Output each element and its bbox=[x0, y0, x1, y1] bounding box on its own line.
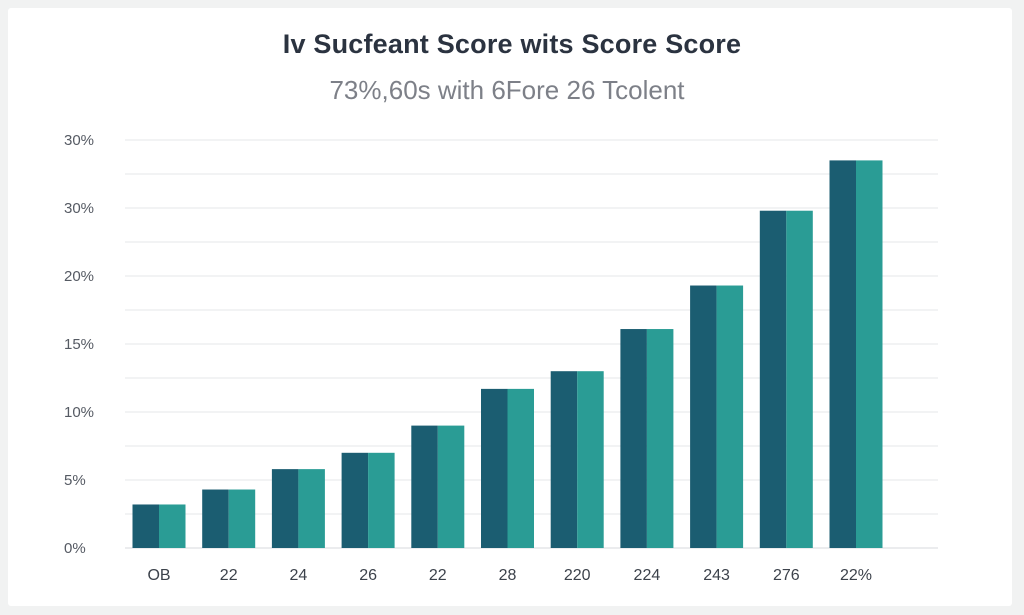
y-tick-label: 15% bbox=[64, 336, 94, 353]
bar bbox=[620, 329, 674, 548]
x-tick-label: 26 bbox=[359, 567, 377, 584]
y-axis-ticks: 0% 5% 10% 15% 20% 30% 30% bbox=[64, 132, 94, 557]
bar-right-half bbox=[437, 425, 465, 548]
y-tick-label: 30% bbox=[64, 132, 94, 149]
bar-right-half bbox=[298, 469, 325, 548]
bar-left-half bbox=[481, 388, 508, 548]
y-tick-label: 10% bbox=[64, 404, 94, 421]
chart-subtitle: 73%,60s with 6Fore 26 Tcolent bbox=[329, 75, 685, 105]
y-tick-label: 30% bbox=[64, 200, 94, 217]
bar bbox=[271, 469, 325, 548]
x-tick-label: 28 bbox=[499, 567, 517, 584]
bar-right-half bbox=[228, 489, 256, 548]
bar bbox=[829, 160, 883, 548]
y-tick-label: 0% bbox=[64, 540, 86, 557]
bar bbox=[759, 210, 813, 548]
bar bbox=[550, 371, 604, 548]
x-tick-label: 22 bbox=[220, 567, 238, 584]
bar-left-half bbox=[550, 371, 578, 548]
y-tick-label: 5% bbox=[64, 472, 86, 489]
bar bbox=[411, 425, 465, 548]
bar-left-half bbox=[271, 469, 299, 548]
bar-left-half bbox=[202, 489, 229, 548]
bars bbox=[132, 160, 883, 548]
bar-right-half bbox=[856, 160, 883, 548]
bar bbox=[132, 504, 186, 548]
bar-left-half bbox=[690, 285, 717, 548]
bar-right-half bbox=[646, 329, 674, 548]
bar-right-half bbox=[159, 504, 186, 548]
x-tick-label: 22 bbox=[429, 567, 447, 584]
bar-left-half bbox=[620, 329, 647, 548]
x-tick-label: 24 bbox=[290, 567, 308, 584]
x-tick-label: OB bbox=[147, 567, 170, 584]
bar-right-half bbox=[716, 285, 744, 548]
x-tick-label: 243 bbox=[703, 567, 730, 584]
chart-title: Iv Sucfeant Score wits Score Score bbox=[282, 29, 742, 59]
bar-right-half bbox=[577, 371, 604, 548]
x-tick-label: 276 bbox=[773, 567, 800, 584]
bar-left-half bbox=[341, 452, 369, 548]
x-tick-label: 22% bbox=[840, 567, 872, 584]
bar bbox=[481, 388, 534, 548]
x-axis-ticks: OB 22 24 26 22 28 220 224 243 276 22% bbox=[147, 567, 872, 584]
x-tick-label: 220 bbox=[564, 567, 591, 584]
bar-left-half bbox=[132, 504, 159, 548]
bar-right-half bbox=[786, 210, 813, 548]
bar-left-half bbox=[759, 210, 787, 548]
bar bbox=[202, 489, 256, 548]
bar-left-half bbox=[829, 160, 856, 548]
bar-left-half bbox=[411, 425, 438, 548]
bar-right-half bbox=[507, 388, 534, 548]
bar-right-half bbox=[368, 452, 395, 548]
x-tick-label: 224 bbox=[634, 567, 661, 584]
bar bbox=[341, 452, 395, 548]
y-tick-label: 20% bbox=[64, 268, 94, 285]
bar bbox=[690, 285, 744, 548]
